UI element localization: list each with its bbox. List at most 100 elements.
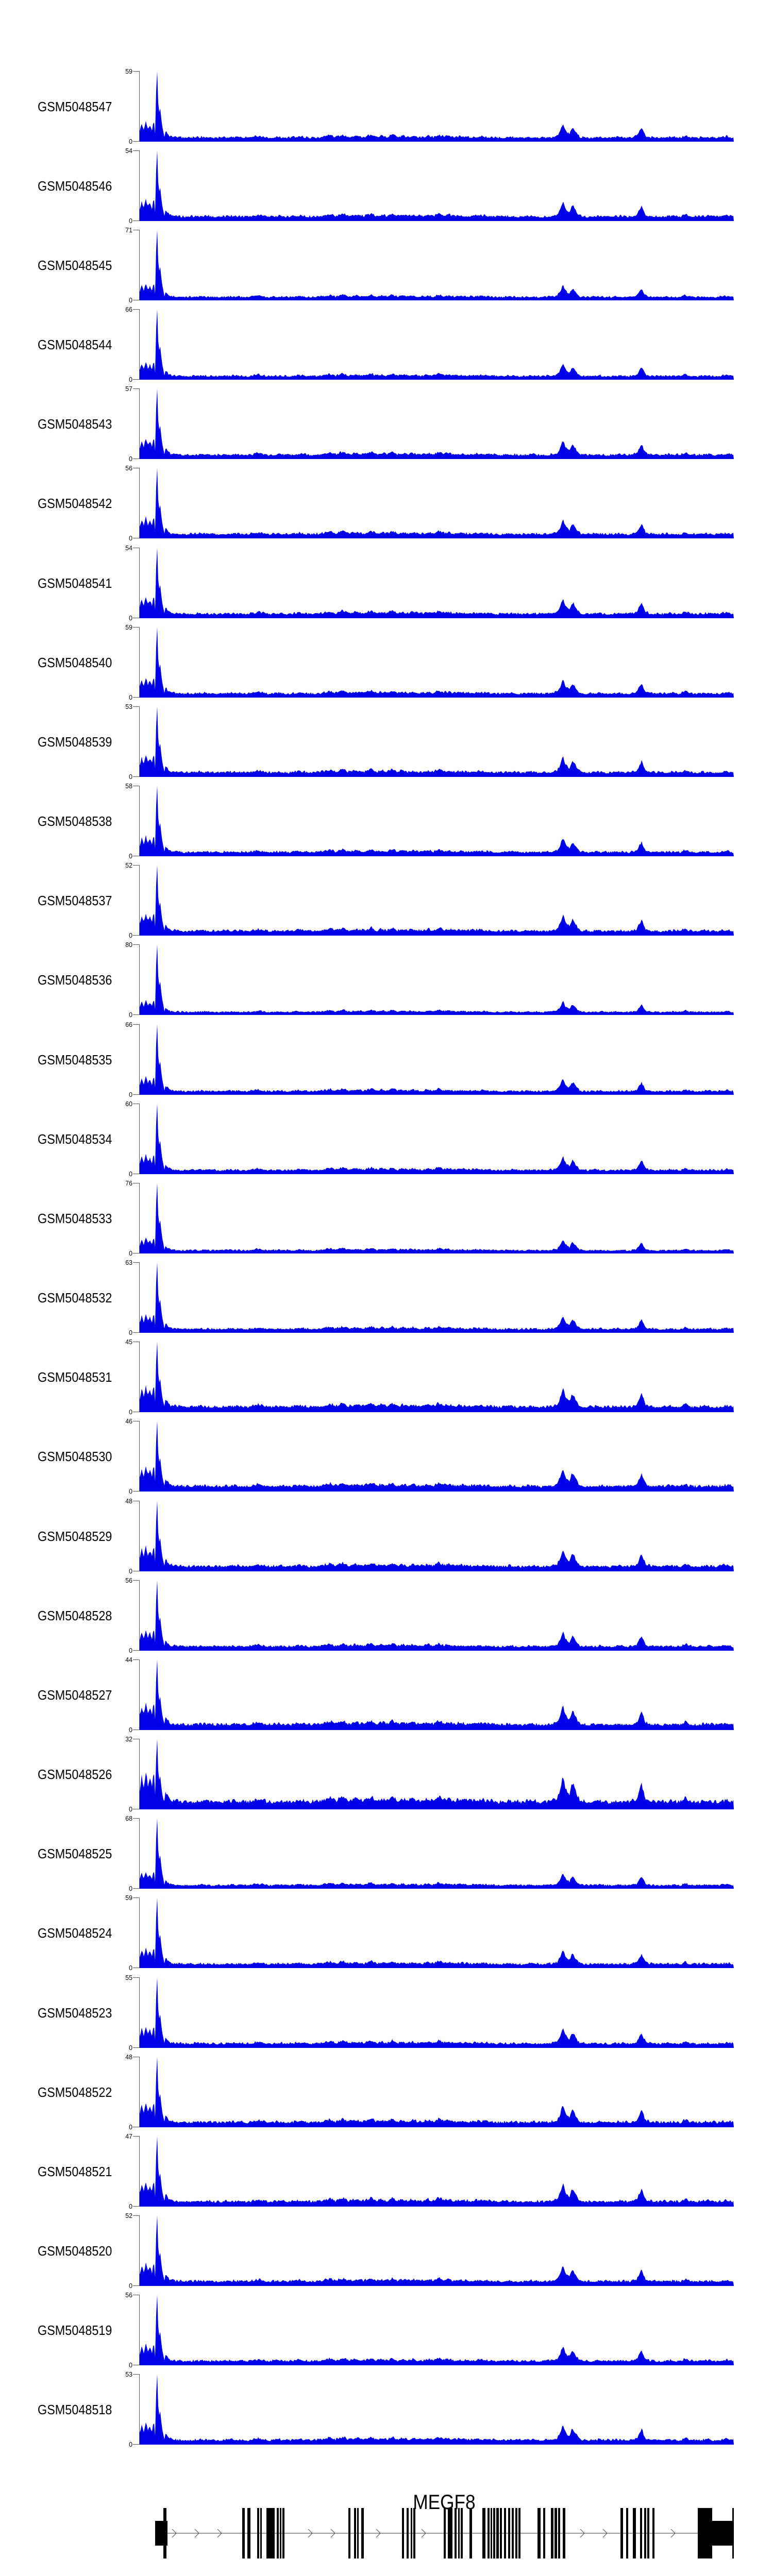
track-y-axis <box>133 786 140 856</box>
signal-area-gsm5048544 <box>140 309 734 380</box>
track-ymax-label: 59 <box>125 1894 132 1902</box>
track-y-axis <box>133 1104 140 1174</box>
exon <box>411 2508 412 2558</box>
track-ymin-label: 0 <box>129 614 132 622</box>
exon <box>260 2508 262 2558</box>
track-ymax-label: 52 <box>125 861 132 869</box>
exon <box>266 2508 275 2558</box>
track-ymin-label: 0 <box>129 1805 132 1813</box>
track-ymin-label: 0 <box>129 1249 132 1257</box>
track-ymax-label: 48 <box>125 2053 132 2061</box>
track-label-gsm5048534: GSM5048534 <box>38 1131 112 1147</box>
track-y-axis <box>133 388 140 459</box>
exon <box>247 2508 250 2558</box>
strand-arrow-icon <box>670 2529 676 2538</box>
track-label-gsm5048530: GSM5048530 <box>38 1448 112 1464</box>
signal-area-gsm5048531 <box>140 1342 734 1412</box>
track-ymax-label: 71 <box>125 226 132 234</box>
track-label-gsm5048536: GSM5048536 <box>38 972 112 988</box>
exon <box>469 2508 472 2558</box>
exon <box>558 2508 560 2558</box>
signal-area-gsm5048540 <box>140 627 734 698</box>
track-ymax-label: 52 <box>125 2212 132 2219</box>
strand-arrow-icon <box>194 2529 199 2538</box>
track-y-axis <box>133 1659 140 1730</box>
exon <box>554 2508 557 2558</box>
track-y-axis <box>133 1024 140 1095</box>
exon <box>504 2508 506 2558</box>
exon <box>512 2508 514 2558</box>
signal-area-gsm5048537 <box>140 865 734 936</box>
track-ymin-label: 0 <box>129 1647 132 1654</box>
signal-area-gsm5048534 <box>140 1104 734 1174</box>
strand-arrow-icon <box>580 2529 585 2538</box>
track-label-gsm5048518: GSM5048518 <box>38 2401 112 2417</box>
exon <box>640 2508 642 2558</box>
track-ymin-label: 0 <box>129 376 132 383</box>
track-ymax-label: 48 <box>125 1497 132 1505</box>
track-ymax-label: 53 <box>125 703 132 710</box>
exon <box>644 2508 646 2558</box>
track-ymin-label: 0 <box>129 296 132 304</box>
track-y-axis <box>133 1342 140 1412</box>
track-label-gsm5048529: GSM5048529 <box>38 1528 112 1544</box>
track-ymin-label: 0 <box>129 2044 132 2052</box>
track-ymin-label: 0 <box>129 2361 132 2369</box>
track-label-gsm5048522: GSM5048522 <box>38 2084 112 2100</box>
track-ymax-label: 60 <box>125 1100 132 1108</box>
signal-area-gsm5048542 <box>140 468 734 538</box>
signal-area-gsm5048545 <box>140 230 734 300</box>
track-ymax-label: 63 <box>125 1259 132 1266</box>
track-ymin-label: 0 <box>129 2282 132 2290</box>
strand-arrow-icon <box>172 2529 177 2538</box>
track-ymin-label: 0 <box>129 1091 132 1098</box>
track-ymin-label: 0 <box>129 1329 132 1336</box>
exon <box>491 2508 492 2558</box>
track-ymin-label: 0 <box>129 1487 132 1495</box>
strand-arrow-icon <box>217 2529 222 2538</box>
track-ymax-label: 47 <box>125 2132 132 2140</box>
track-ymax-label: 66 <box>125 1021 132 1028</box>
signal-area-gsm5048521 <box>140 2136 734 2207</box>
track-y-axis <box>133 1183 140 1253</box>
track-label-gsm5048526: GSM5048526 <box>38 1766 112 1782</box>
track-y-axis <box>133 1421 140 1492</box>
track-y-axis <box>133 309 140 380</box>
exon <box>461 2508 463 2558</box>
track-ymax-label: 46 <box>125 1417 132 1425</box>
track-y-axis <box>133 2057 140 2127</box>
track-ymax-label: 54 <box>125 544 132 552</box>
signal-area-gsm5048547 <box>140 71 734 142</box>
track-ymin-label: 0 <box>129 1408 132 1416</box>
track-ymax-label: 59 <box>125 67 132 75</box>
signal-area-gsm5048535 <box>140 1024 734 1095</box>
track-y-axis <box>133 1977 140 2048</box>
exon <box>563 2508 565 2558</box>
track-ymax-label: 53 <box>125 2370 132 2378</box>
track-ymin-label: 0 <box>129 2441 132 2448</box>
track-label-gsm5048528: GSM5048528 <box>38 1607 112 1623</box>
track-label-gsm5048532: GSM5048532 <box>38 1290 112 1306</box>
exon <box>652 2508 654 2558</box>
exon <box>543 2508 545 2558</box>
exon <box>518 2508 520 2558</box>
track-y-axis <box>133 1739 140 1809</box>
signal-area-gsm5048546 <box>140 150 734 221</box>
signal-area-gsm5048541 <box>140 548 734 618</box>
track-label-gsm5048533: GSM5048533 <box>38 1210 112 1226</box>
signal-area-gsm5048523 <box>140 1977 734 2048</box>
signal-area-gsm5048522 <box>140 2057 734 2127</box>
exon <box>407 2508 409 2558</box>
strand-arrow-icon <box>421 2529 426 2538</box>
track-ymin-label: 0 <box>129 2123 132 2131</box>
signal-area-gsm5048526 <box>140 1739 734 1809</box>
signal-area-gsm5048525 <box>140 1818 734 1889</box>
track-ymax-label: 80 <box>125 941 132 948</box>
exon <box>458 2508 460 2558</box>
signal-area-gsm5048532 <box>140 1262 734 1333</box>
track-ymin-label: 0 <box>129 1011 132 1019</box>
track-ymax-label: 32 <box>125 1735 132 1743</box>
track-ymin-label: 0 <box>129 455 132 463</box>
track-ymax-label: 45 <box>125 1338 132 1346</box>
